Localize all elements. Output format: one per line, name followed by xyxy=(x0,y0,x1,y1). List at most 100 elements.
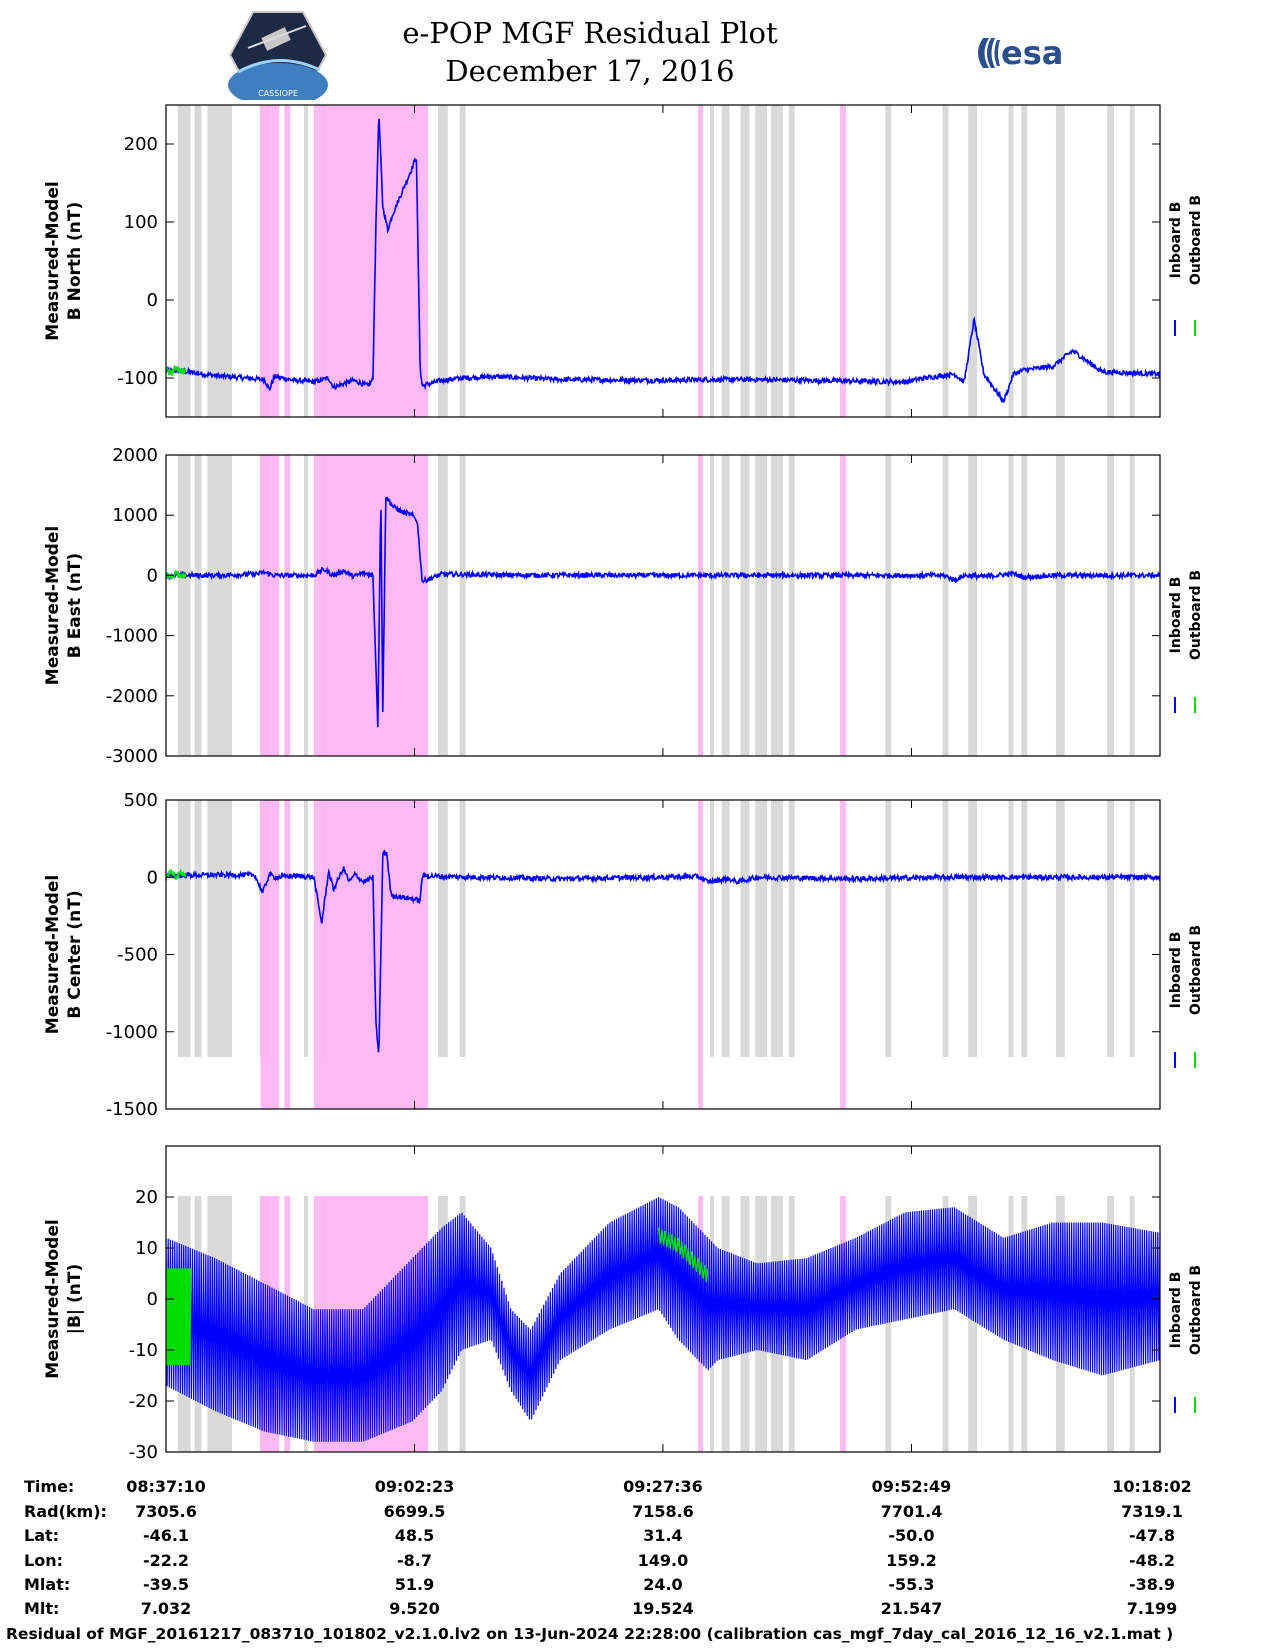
y-tick-label: 0 xyxy=(147,565,158,586)
gray-band xyxy=(1107,800,1114,1057)
y-tick-label: -20 xyxy=(129,1391,158,1412)
gray-band xyxy=(1055,800,1065,1057)
panel-2: -3000 -2000 -1000 0 1000 2000 Measured-Model B … xyxy=(43,445,1204,767)
y-tick-label: -30 xyxy=(129,1442,158,1463)
pink-band xyxy=(284,800,291,1057)
pink-band-lower xyxy=(840,1057,846,1109)
info-cell: 09:27:36 xyxy=(623,1477,703,1496)
outboard-series-line xyxy=(165,569,187,580)
info-cell: 51.9 xyxy=(394,1575,435,1594)
info-cell: -38.9 xyxy=(1128,1575,1176,1594)
info-cell: 6699.5 xyxy=(383,1502,446,1521)
y-axis-label-line2: |B| (nT) xyxy=(65,1264,85,1335)
pink-band xyxy=(284,105,291,417)
inboard-series-line xyxy=(165,496,1161,728)
outboard-series-line xyxy=(165,869,187,882)
gray-band xyxy=(721,455,730,756)
y-tick-label: -2000 xyxy=(106,686,158,707)
gray-band xyxy=(709,455,714,756)
gray-band xyxy=(1021,455,1028,756)
gray-band xyxy=(1008,800,1014,1057)
pink-band xyxy=(260,455,280,756)
y-tick-label: -100 xyxy=(117,368,158,389)
gray-band xyxy=(771,800,783,1057)
gray-band xyxy=(207,105,233,417)
info-row: Time: 08:37:10 09:02:23 09:27:36 09:52:49 10:… xyxy=(0,1477,1275,1501)
y-tick-label: 200 xyxy=(124,134,158,155)
y-tick-label: -1000 xyxy=(106,626,158,647)
gray-band xyxy=(303,800,308,1057)
panel-4: -30 -20 -10 0 10 20 Measured-Model |B| (nT) Inbo… xyxy=(43,1145,1204,1463)
y-tick-label: -500 xyxy=(117,945,158,966)
pink-band xyxy=(284,455,291,756)
esa-logo: esa xyxy=(978,34,1063,72)
y-tick-label: -1500 xyxy=(106,1099,158,1120)
gray-band xyxy=(709,800,714,1057)
pink-band xyxy=(260,105,280,417)
gray-band xyxy=(885,1196,892,1452)
y-axis-label-line1: Measured-Model xyxy=(43,875,63,1034)
y-tick-label: 1000 xyxy=(112,505,158,526)
gray-band xyxy=(709,105,714,417)
y-tick-label: -3000 xyxy=(106,746,158,767)
gray-band xyxy=(755,455,768,756)
gray-band xyxy=(1107,105,1114,417)
y-tick-label: 100 xyxy=(124,212,158,233)
info-row: Lon: -22.2 -8.7 149.0 159.2 -48.2 xyxy=(0,1551,1275,1575)
info-cell: 31.4 xyxy=(643,1526,683,1545)
gray-band xyxy=(177,105,191,417)
title-line-1: e-POP MGF Residual Plot xyxy=(402,16,778,50)
gray-band xyxy=(1107,455,1114,756)
gray-band xyxy=(459,105,466,417)
info-cell: -50.0 xyxy=(888,1526,935,1545)
y-axis-label-line1: Measured-Model xyxy=(43,1219,63,1378)
gray-band xyxy=(194,105,202,417)
legend-inboard-label: Inboard B xyxy=(1168,202,1184,279)
pink-band-lower xyxy=(698,1057,704,1109)
title-line-2: December 17, 2016 xyxy=(445,54,735,88)
y-axis-label-line2: B Center (nT) xyxy=(65,890,85,1018)
pink-band xyxy=(698,1196,704,1452)
gray-band xyxy=(459,455,466,756)
gray-band xyxy=(207,800,233,1057)
legend-inboard-label: Inboard B xyxy=(1168,1272,1184,1349)
pink-band xyxy=(313,105,429,417)
info-cell: 48.5 xyxy=(394,1526,435,1545)
legend-outboard-label: Outboard B xyxy=(1188,570,1204,660)
gray-band xyxy=(740,455,750,756)
info-cell: 7.032 xyxy=(140,1599,192,1618)
gray-band xyxy=(207,455,233,756)
y-axis-label-line1: Measured-Model xyxy=(43,526,63,685)
info-row-label: Rad(km): xyxy=(24,1502,107,1521)
y-tick-label: -10 xyxy=(129,1340,158,1361)
info-cell: 09:52:49 xyxy=(871,1477,952,1496)
info-row-label: Time: xyxy=(24,1477,75,1496)
pink-band xyxy=(698,105,704,417)
esa-logo-text: esa xyxy=(1001,34,1063,72)
pink-band-lower xyxy=(260,1057,280,1109)
gray-band xyxy=(755,800,768,1057)
info-cell: 9.520 xyxy=(389,1599,440,1618)
cassiope-logo: CASSIOPE xyxy=(228,11,328,100)
gray-band xyxy=(942,800,949,1057)
gray-band xyxy=(177,800,191,1057)
gray-band xyxy=(1008,455,1014,756)
plot-title: e-POP MGF Residual Plot December 17, 201… xyxy=(380,14,800,90)
gray-band xyxy=(437,455,448,756)
gray-band xyxy=(1129,800,1135,1057)
gray-band xyxy=(721,800,730,1057)
info-cell: 09:02:23 xyxy=(374,1477,455,1496)
gray-band xyxy=(771,455,783,756)
gray-band xyxy=(788,800,795,1057)
info-cell: 149.0 xyxy=(637,1551,689,1570)
y-tick-label: 20 xyxy=(135,1187,158,1208)
info-cell: -8.7 xyxy=(397,1551,432,1570)
info-row-label: Lat: xyxy=(24,1526,60,1545)
gray-band xyxy=(194,800,202,1057)
gray-band xyxy=(788,455,795,756)
gray-band xyxy=(1129,455,1135,756)
y-tick-label: 0 xyxy=(147,867,158,888)
gray-band xyxy=(968,1196,978,1452)
info-cell: -46.1 xyxy=(142,1526,190,1545)
